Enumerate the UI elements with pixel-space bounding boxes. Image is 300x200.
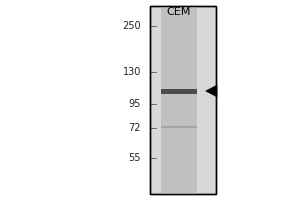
Text: CEM: CEM — [166, 7, 191, 17]
Bar — [160, 6, 196, 194]
Bar — [150, 6, 216, 194]
Text: 250: 250 — [122, 21, 141, 31]
Polygon shape — [206, 85, 217, 97]
Text: 72: 72 — [128, 123, 141, 133]
Bar — [160, 126, 196, 128]
Text: 130: 130 — [123, 67, 141, 77]
Text: 95: 95 — [129, 99, 141, 109]
Text: 55: 55 — [128, 153, 141, 163]
Bar — [160, 88, 196, 94]
Bar — [150, 6, 216, 194]
